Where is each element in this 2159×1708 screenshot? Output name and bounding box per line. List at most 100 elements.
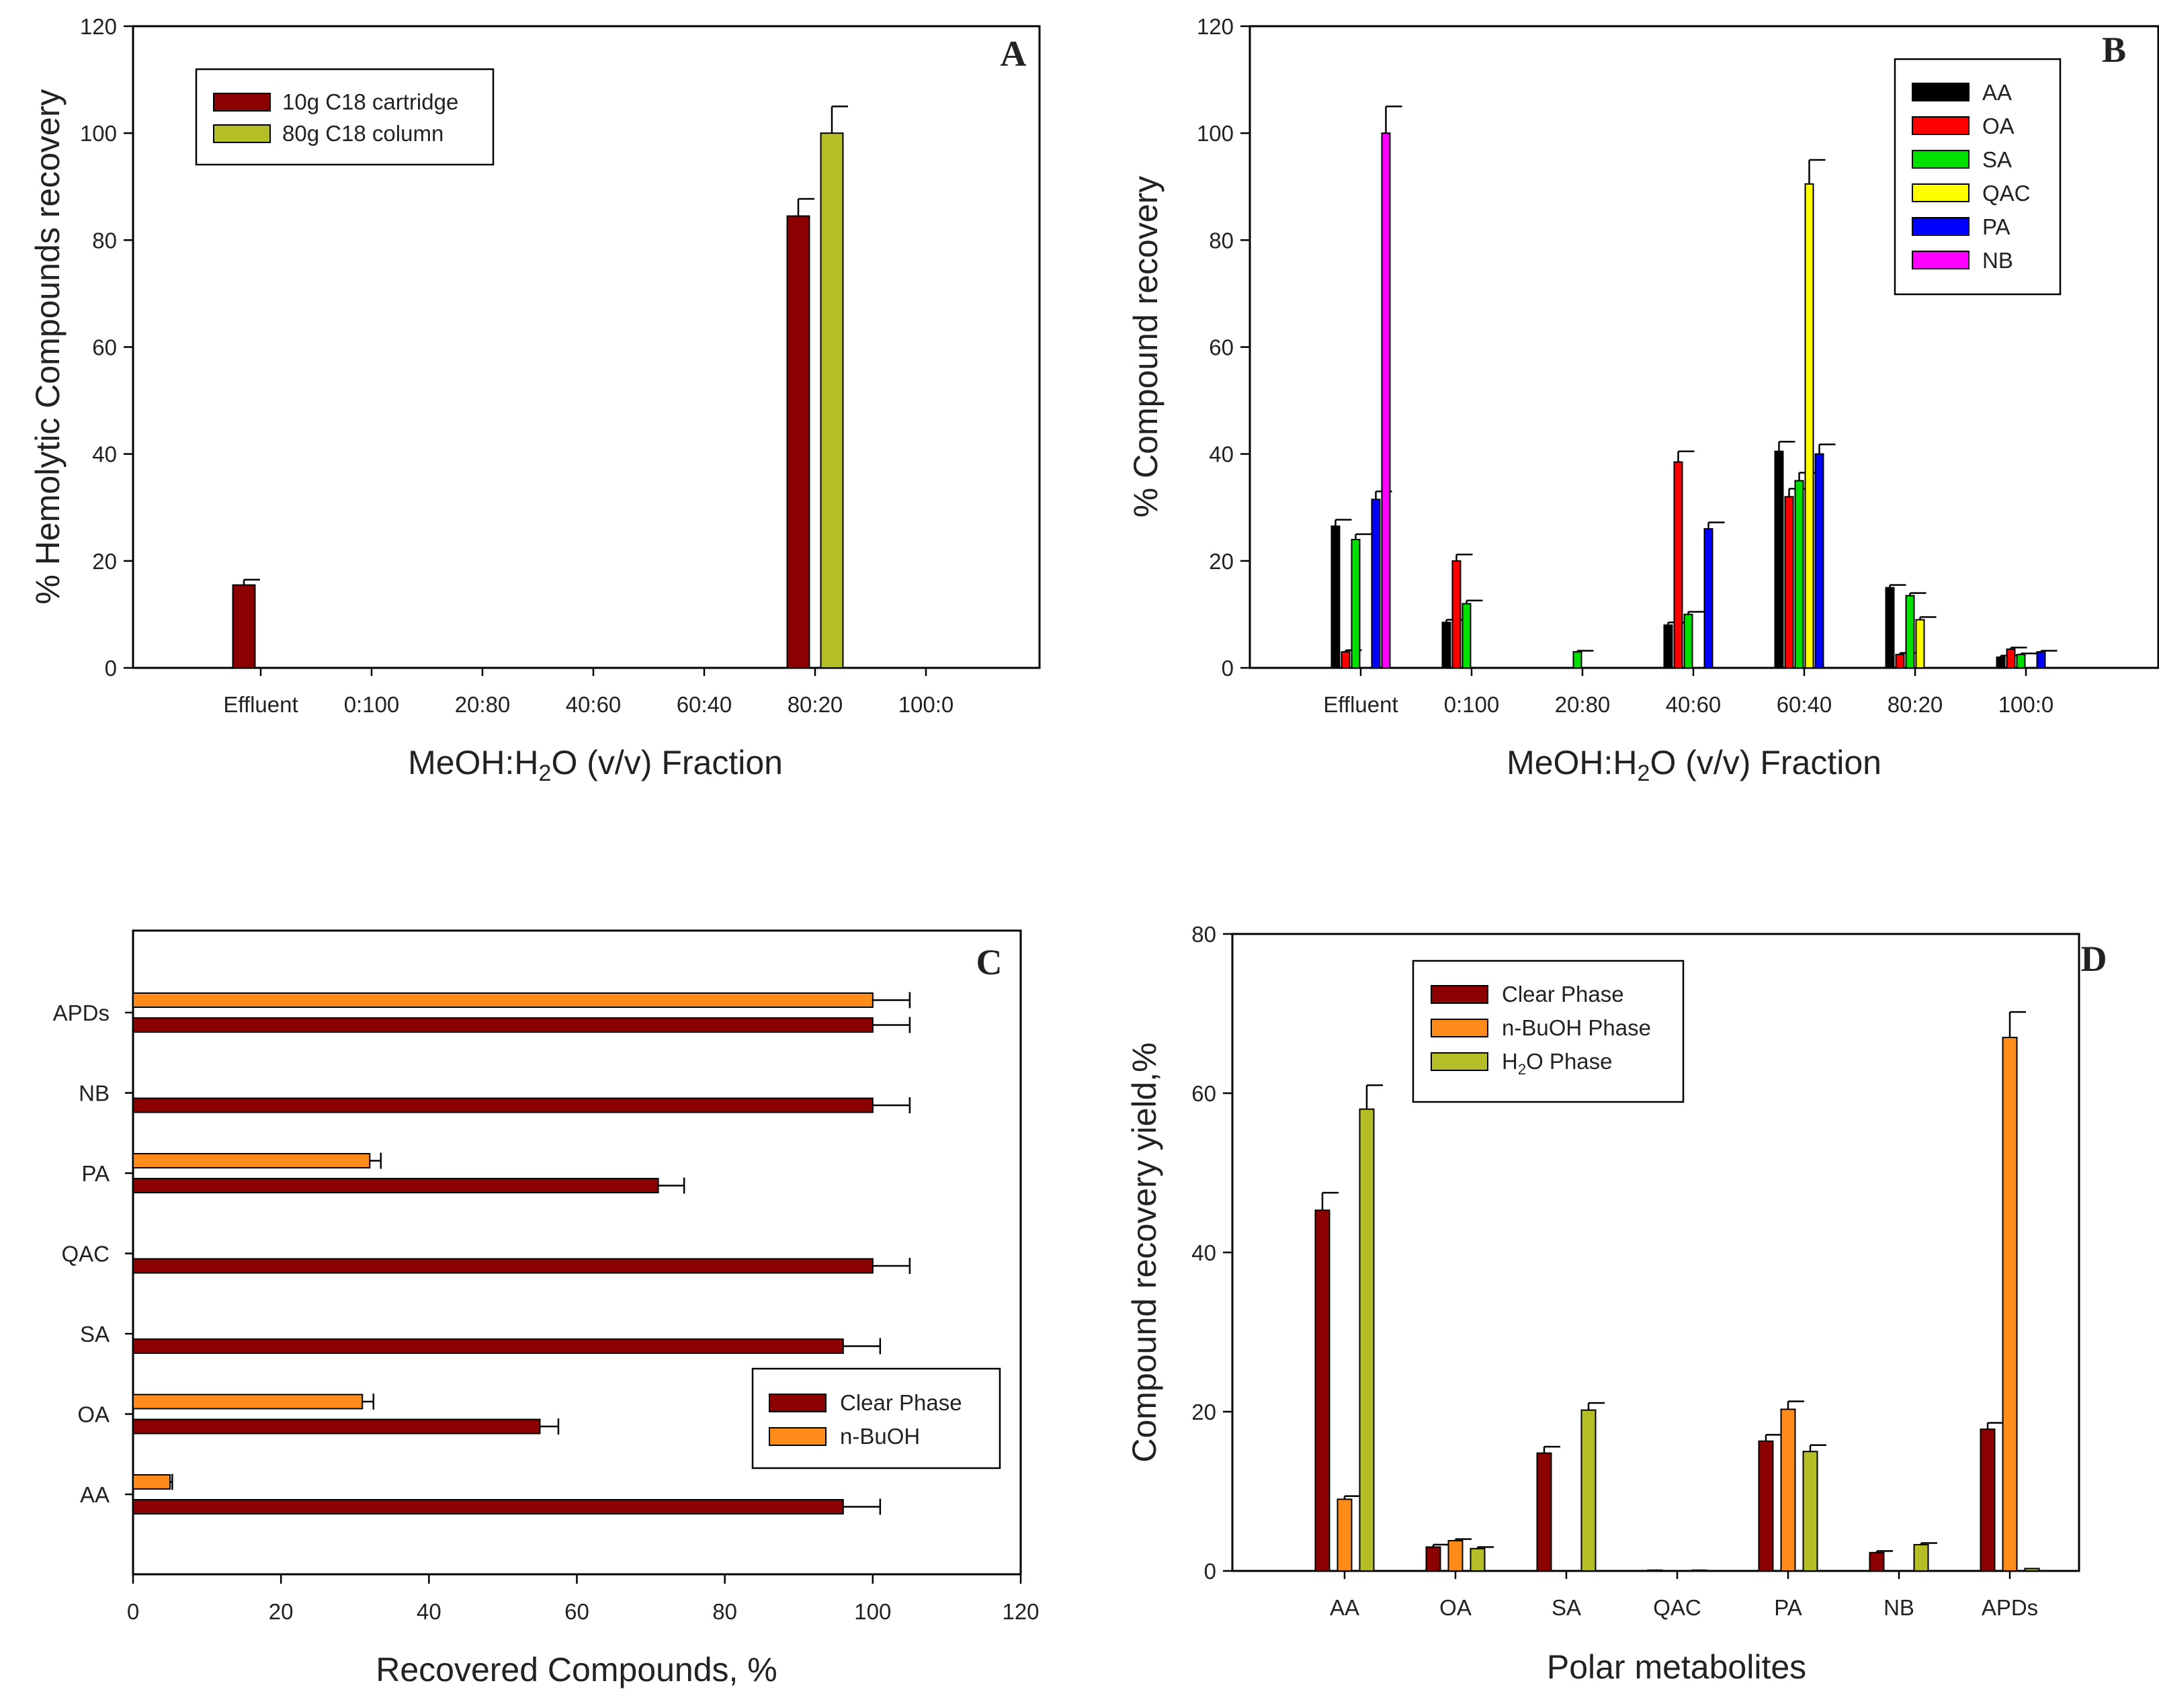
panel-c-legend: Clear Phase n-BuOH	[751, 1367, 1001, 1469]
legend-swatch-80g-c18-column	[213, 124, 271, 143]
x-tick-label: 60	[564, 1599, 589, 1624]
legend-swatch-clear-phase-d	[1431, 985, 1488, 1004]
bar-clear-phase-pa	[132, 1178, 659, 1193]
bar-sa-0-100	[1462, 603, 1472, 669]
y-tick-label: 20	[92, 549, 117, 574]
y-tick-label-nb: NB	[79, 1081, 110, 1106]
y-tick-label: 100	[80, 121, 117, 146]
bar-sa-60-40	[1794, 480, 1804, 669]
bar-oa-effluent	[1341, 651, 1351, 669]
bar-sa-100-0	[2016, 654, 2026, 669]
panel-b-legend: AA OA SA QAC PA NB	[1894, 58, 2062, 296]
bar-aa-100-0	[1996, 656, 2006, 669]
panel-a-y-title: % Hemolytic Compounds recovery	[29, 89, 67, 605]
panel-a-bars	[232, 105, 848, 669]
y-tick-label: 60	[1209, 335, 1234, 360]
x-tick-label-0-100: 0:100	[344, 692, 400, 717]
y-tick-label: 20	[1209, 549, 1234, 574]
bar-qac-80-20	[1915, 619, 1925, 669]
y-tick-label: 40	[1209, 442, 1234, 467]
bar-pa-40-60	[1703, 528, 1713, 669]
y-tick-label: 0	[105, 656, 117, 681]
bar-sa-20-80	[1572, 651, 1582, 669]
x-tick-label-effluent: Effluent	[1323, 692, 1398, 717]
y-tick-label: 40	[92, 442, 117, 467]
bar-clear-phase-sa	[1536, 1452, 1552, 1572]
x-tick-label-40-60: 40:60	[566, 692, 622, 717]
x-tick-label-pa: PA	[1774, 1595, 1802, 1620]
bar-pa-60-40	[1814, 453, 1824, 669]
legend-label-h2o-phase: H2O Phase	[1502, 1049, 1613, 1078]
x-tick-label-qac: QAC	[1653, 1595, 1701, 1620]
panel-d-ticks: 0 20 40 60 80 AA OA SA QAC PA NB APDs	[1191, 922, 2038, 1620]
bar-n-buoh-oa	[132, 1394, 364, 1410]
panel-b-y-title: % Compound recovery	[1127, 176, 1165, 518]
y-tick-label: 60	[1191, 1081, 1216, 1106]
y-tick-label-sa: SA	[80, 1322, 110, 1347]
bar-80g-c18-column-80-20	[820, 132, 844, 669]
panel-a: A 0 20 40 60 80 100 120 Effluent 0:100 20:80 40:60…	[29, 14, 1041, 786]
x-tick-label-0-100: 0:100	[1444, 692, 1500, 717]
bar-aa-60-40	[1774, 450, 1784, 669]
bar-h2o-phase-oa	[1470, 1547, 1486, 1572]
bar-clear-phase-sa	[132, 1338, 844, 1354]
legend-swatch-h2o-phase	[1431, 1052, 1488, 1071]
bar-n-buoh-aa	[132, 1474, 171, 1490]
bar-h2o-phase-qac	[1691, 1569, 1707, 1572]
bar-clear-phase-oa	[132, 1418, 541, 1435]
bar-clear-phase-oa	[1425, 1546, 1441, 1572]
x-tick-label-40-60: 40:60	[1666, 692, 1722, 717]
y-tick-label: 100	[1197, 121, 1234, 146]
legend-label-pa: PA	[1982, 214, 2010, 239]
y-tick-label: 20	[1191, 1400, 1216, 1424]
panel-c: C 0 20 40 60 80 100 120 AA OA SA QAC PA NB APDs Recov…	[53, 929, 1040, 1689]
bar-clear-phase-apds	[1980, 1428, 1996, 1572]
x-tick-label-60-40: 60:40	[677, 692, 732, 717]
panel-a-letter: A	[1001, 34, 1027, 74]
bar-n-buoh-apds	[132, 992, 874, 1008]
legend-label-n-buoh-phase: n-BuOH Phase	[1502, 1015, 1651, 1040]
legend-swatch-pa	[1912, 217, 1970, 236]
y-tick-label: 80	[1191, 922, 1216, 947]
panel-c-ticks: 0 20 40 60 80 100 120 AA OA SA QAC PA NB APDs	[53, 1000, 1040, 1624]
x-tick-label: 80	[712, 1599, 737, 1624]
bar-n-buoh-phase-pa	[1780, 1408, 1796, 1572]
bar-clear-phase-nb	[132, 1097, 874, 1113]
x-tick-label-20-80: 20:80	[455, 692, 511, 717]
bar-clear-phase-aa	[1314, 1209, 1330, 1572]
legend-label-clear-phase-d: Clear Phase	[1502, 982, 1624, 1007]
legend-swatch-aa	[1912, 83, 1970, 101]
panel-b-bars	[1330, 105, 2058, 669]
legend-label-clear-phase: Clear Phase	[840, 1390, 962, 1415]
x-tick-label: 0	[127, 1599, 139, 1624]
bar-oa-60-40	[1784, 496, 1794, 669]
y-tick-label-pa: PA	[81, 1161, 110, 1186]
bar-oa-0-100	[1451, 560, 1462, 669]
legend-swatch-sa	[1912, 150, 1970, 169]
legend-swatch-qac	[1912, 183, 1970, 202]
bar-aa-effluent	[1330, 525, 1341, 669]
bar-n-buoh-pa	[132, 1153, 371, 1168]
y-tick-label: 80	[1209, 228, 1234, 253]
legend-label-oa: OA	[1982, 114, 2015, 138]
panel-c-x-title: Recovered Compounds, %	[376, 1651, 777, 1689]
y-tick-label-oa: OA	[77, 1402, 110, 1427]
x-tick-label: 40	[417, 1599, 441, 1624]
panel-c-bars	[132, 992, 911, 1515]
legend-swatch-oa	[1912, 116, 1970, 135]
bar-h2o-phase-apds	[2024, 1568, 2040, 1572]
legend-label-aa: AA	[1982, 80, 2012, 105]
y-tick-label: 60	[92, 335, 117, 360]
x-tick-label-nb: NB	[1883, 1595, 1914, 1620]
panel-d-legend: Clear Phase n-BuOH Phase H2O Phase	[1412, 959, 1685, 1103]
x-tick-label-100-0: 100:0	[898, 692, 954, 717]
bar-10g-c18-cartridge-80-20	[786, 215, 810, 669]
bar-aa-40-60	[1663, 624, 1673, 669]
legend-swatch-clear-phase	[769, 1394, 827, 1412]
x-tick-label-aa: AA	[1330, 1595, 1359, 1620]
legend-swatch-n-buoh-phase	[1431, 1019, 1488, 1037]
bar-n-buoh-phase-oa	[1447, 1539, 1464, 1572]
panel-d-y-title: Compound recovery yield,%	[1126, 1042, 1163, 1462]
bar-h2o-phase-pa	[1802, 1451, 1818, 1572]
